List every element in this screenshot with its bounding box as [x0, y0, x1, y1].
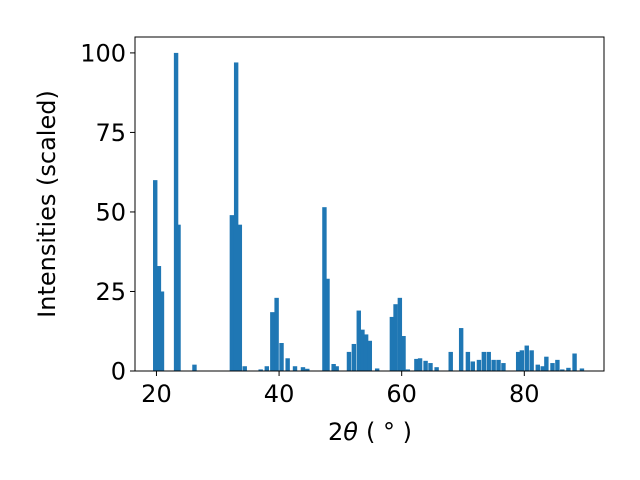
bar [274, 297, 279, 371]
y-tick-label: 0 [111, 358, 126, 386]
bar [351, 343, 357, 371]
x-tick-label: 20 [141, 380, 172, 408]
bar [560, 369, 565, 371]
bar [566, 367, 571, 371]
bar [292, 366, 298, 371]
y-tick-label: 100 [80, 39, 126, 67]
y-tick-label: 25 [95, 278, 126, 306]
bar [176, 224, 181, 371]
y-ticks: 0 25 50 75 100 [80, 39, 135, 386]
bar [393, 304, 398, 371]
bar [153, 180, 158, 371]
bar [476, 359, 482, 371]
bar [555, 359, 560, 371]
bar [572, 353, 577, 371]
bar [156, 266, 162, 371]
bar [258, 369, 263, 371]
bar [486, 351, 491, 371]
bar [579, 368, 585, 371]
bar [496, 359, 501, 371]
x-axis-label-main: 2 [328, 418, 343, 446]
bar [233, 62, 239, 371]
bars-group [153, 52, 585, 372]
bar [325, 278, 330, 371]
bar [540, 366, 545, 371]
bar [423, 360, 428, 371]
bar [397, 297, 403, 371]
bar [550, 363, 555, 371]
bar [356, 310, 361, 371]
bar [401, 336, 406, 371]
bar [363, 334, 369, 371]
bar [405, 369, 411, 371]
y-axis-label: Intensities (scaled) [33, 90, 61, 318]
bar [305, 368, 310, 371]
bar [374, 368, 380, 371]
bar [264, 366, 270, 371]
bar [322, 207, 327, 371]
bar [428, 363, 433, 371]
bar [524, 345, 529, 371]
bar [465, 351, 471, 371]
bar [458, 328, 464, 371]
bar [300, 367, 306, 371]
bar [501, 363, 506, 371]
bar [515, 351, 521, 371]
bar [367, 340, 373, 371]
bar [544, 356, 549, 371]
bar [360, 329, 365, 371]
bar [448, 351, 453, 371]
bar [529, 350, 534, 371]
bar [229, 215, 235, 371]
x-ticks: 20 40 60 80 [141, 371, 540, 408]
bar [481, 351, 487, 371]
bar [519, 350, 525, 371]
bar [285, 358, 290, 371]
bar [270, 312, 275, 371]
bar [173, 52, 179, 372]
bar [279, 343, 284, 371]
bar [346, 351, 352, 371]
y-tick-label: 75 [95, 119, 126, 147]
bar [491, 359, 496, 371]
y-tick-label: 50 [95, 198, 126, 226]
x-axis-label-unit: ( ° ) [366, 418, 412, 446]
bar [417, 358, 423, 371]
bar [470, 361, 476, 371]
x-tick-label: 40 [264, 380, 295, 408]
x-axis-label: 2θ ( ° ) [328, 418, 412, 446]
bar [434, 367, 439, 371]
bar [389, 316, 395, 371]
bar [331, 364, 336, 371]
x-tick-label: 80 [509, 380, 540, 408]
x-tick-label: 60 [386, 380, 417, 408]
bar [334, 366, 339, 371]
bar [159, 291, 165, 371]
bar [192, 364, 197, 371]
bar [237, 224, 243, 371]
axes [134, 36, 605, 372]
bar [414, 358, 419, 371]
plot-frame [134, 36, 605, 372]
bar [242, 366, 247, 371]
bar [535, 364, 540, 371]
x-axis-label-symbol: θ [343, 418, 358, 446]
